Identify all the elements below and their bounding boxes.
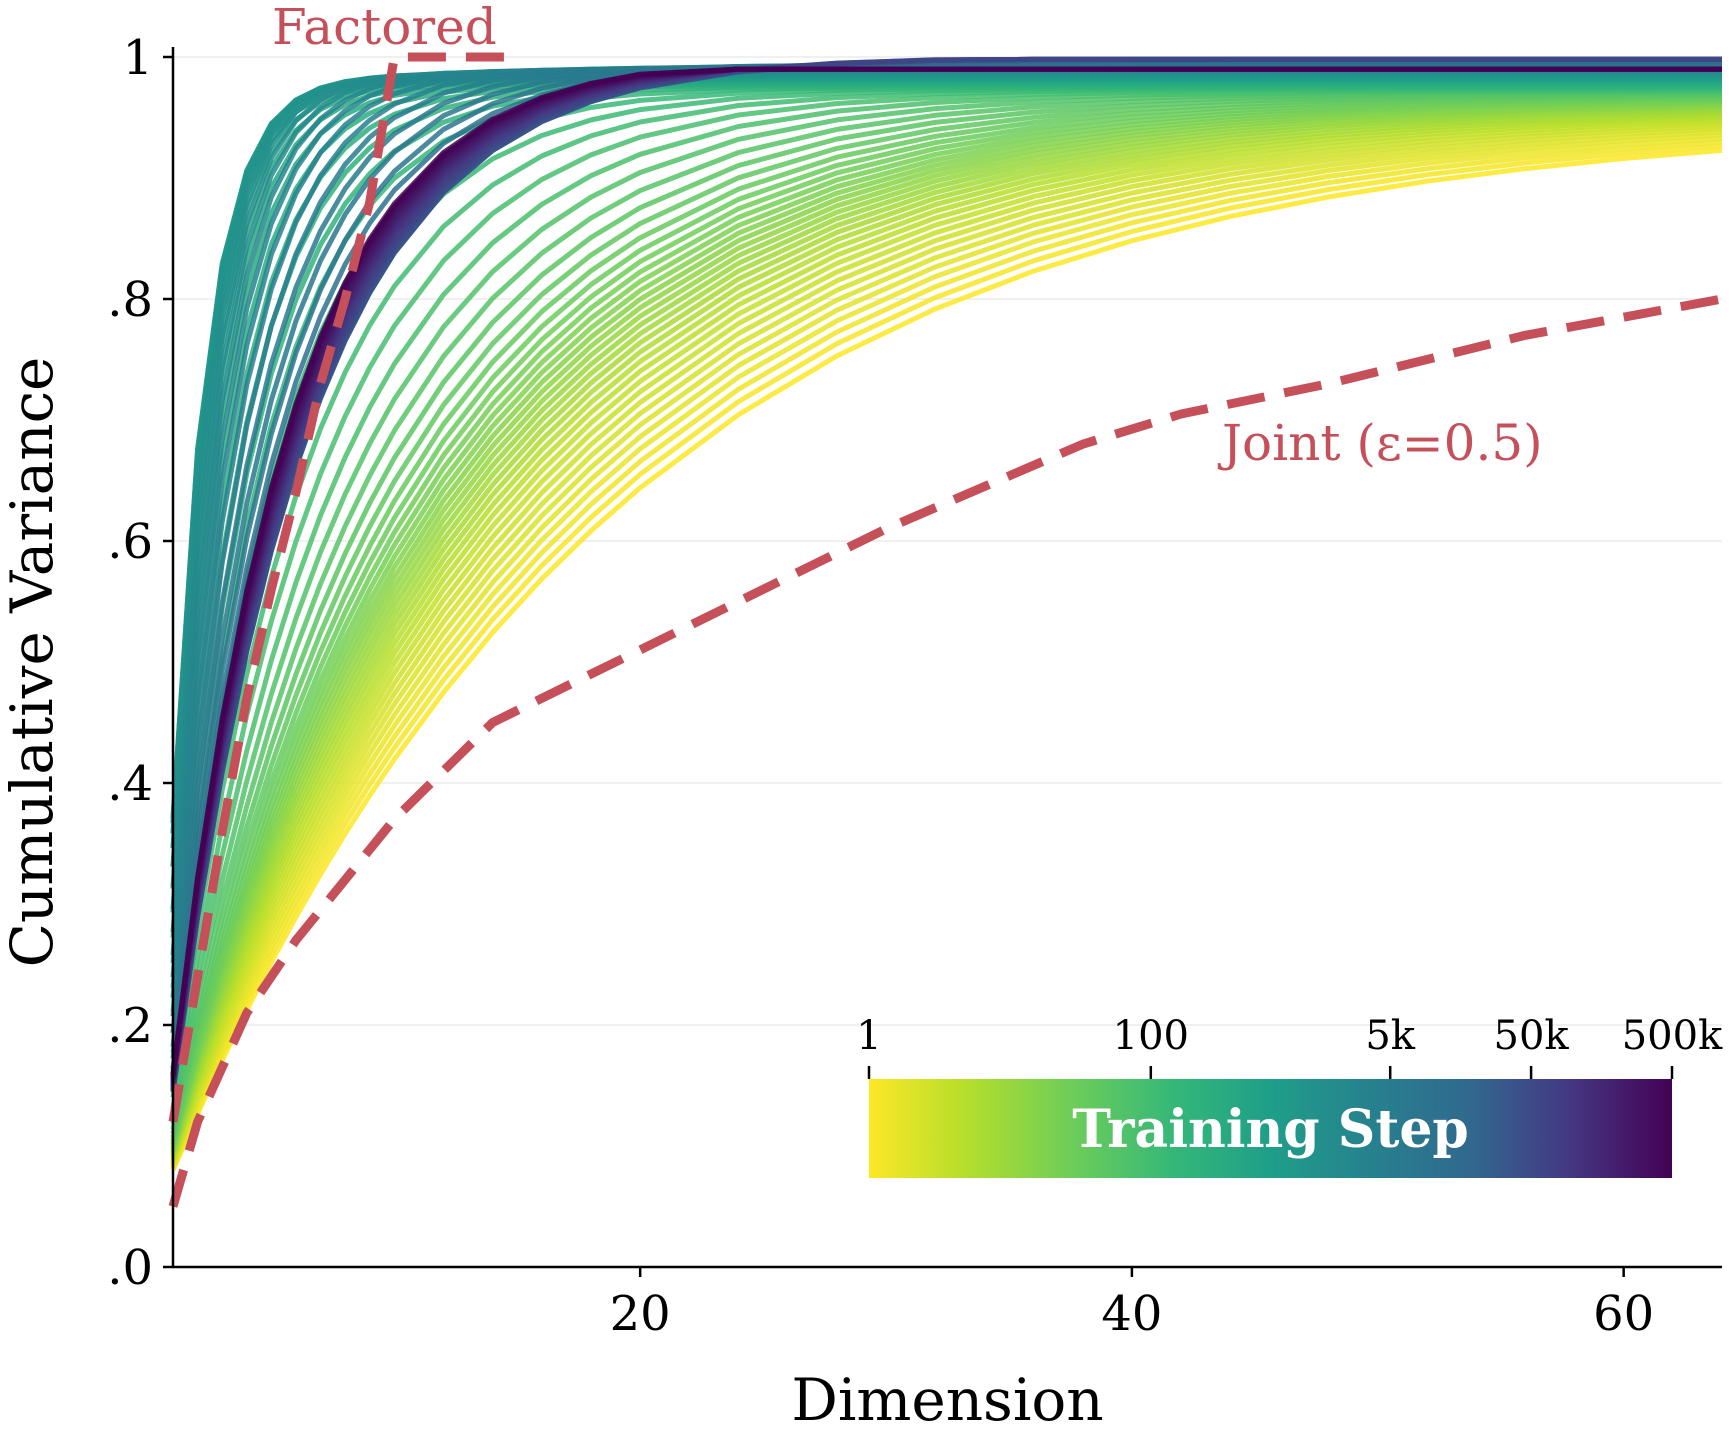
annotations: Factored Joint (ε=0.5) (272, 0, 1543, 472)
colorbar-tick-label-4: 500k (1622, 1013, 1723, 1059)
training-step-curve-18 (170, 103, 1723, 1151)
y-tick-label-4: .8 (107, 272, 153, 328)
colorbar-tick-label-0: 1 (856, 1013, 881, 1059)
training-step-curve-6 (170, 126, 1723, 1165)
training-step-curve-10 (170, 116, 1723, 1161)
reference-line-0 (168, 52, 518, 1123)
y-tick-label-3: .6 (107, 514, 153, 570)
colorbar-tick-label-3: 50k (1494, 1013, 1570, 1059)
reference-curves (168, 52, 1723, 1208)
colorbar-title: Training Step (1072, 1099, 1469, 1160)
y-axis-title: Cumulative Variance (0, 357, 66, 968)
y-tick-label-0: .0 (107, 1240, 153, 1296)
x-tick-label-1: 40 (1101, 1286, 1162, 1342)
training-step-curve-15 (170, 107, 1723, 1155)
training-step-curve-12 (170, 112, 1723, 1158)
training-step-curve-13 (170, 111, 1723, 1157)
training-step-curve-3 (170, 135, 1723, 1168)
training-step-curve-9 (170, 118, 1723, 1162)
training-step-curve-14 (170, 109, 1723, 1156)
training-step-curve-7 (170, 123, 1723, 1164)
factored-label: Factored (272, 0, 497, 56)
x-tick-label-0: 20 (610, 1286, 671, 1342)
reference-line-1 (168, 294, 1723, 1208)
colorbar-bar (869, 1079, 1672, 1178)
training-step-curve-22 (170, 97, 1723, 1146)
training-step-curve-89 (170, 66, 1722, 1074)
y-tick-label-1: .2 (107, 998, 153, 1054)
training-step-curve-1 (170, 143, 1723, 1171)
y-tick-label-5: 1 (122, 30, 153, 86)
colorbar: 1 100 5k 50k 500k Training Step (856, 1013, 1723, 1178)
colorbar-tick-label-1: 100 (1113, 1013, 1189, 1059)
colorbar-tick-label-2: 5k (1365, 1013, 1415, 1059)
training-step-curve-4 (170, 132, 1723, 1167)
training-step-curve-16 (170, 106, 1723, 1154)
training-step-curve-2 (170, 139, 1723, 1169)
training-step-curve-8 (170, 121, 1723, 1163)
training-step-curve-11 (170, 114, 1723, 1159)
training-step-curve-19 (170, 101, 1723, 1150)
joint-label: Joint (ε=0.5) (1217, 414, 1543, 472)
x-tick-label-2: 60 (1593, 1286, 1654, 1342)
training-step-curve-23 (170, 96, 1723, 1144)
training-step-curve-5 (170, 129, 1723, 1166)
training-step-curve-0 (170, 147, 1723, 1172)
y-tick-label-2: .4 (107, 756, 153, 812)
training-step-curve-17 (170, 104, 1723, 1153)
training-step-curve-25 (170, 93, 1723, 1138)
axes: .0 .2 .4 .6 .8 1 20 40 60 Dimension Cumulative Var… (0, 30, 1722, 1434)
training-step-curve-24 (170, 95, 1723, 1141)
training-step-curves (170, 56, 1723, 1172)
x-axis-title: Dimension (791, 1366, 1103, 1434)
